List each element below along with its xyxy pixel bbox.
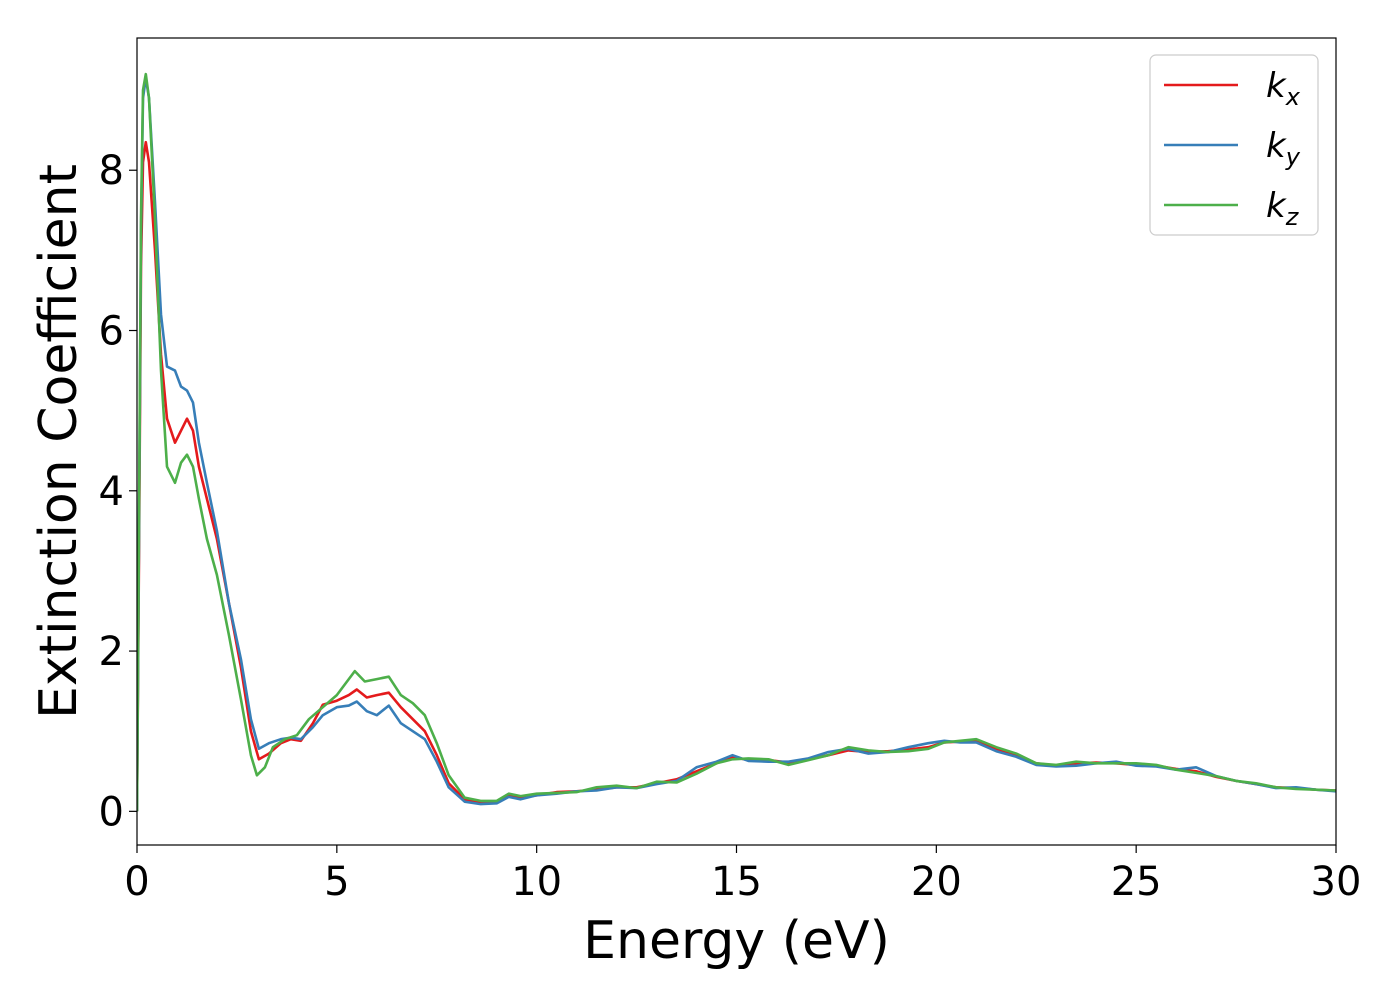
legend-label: kz	[1266, 186, 1300, 231]
series-line-ky	[137, 76, 1336, 812]
x-tick-label: 0	[124, 859, 149, 905]
x-tick-label: 10	[511, 859, 562, 905]
y-axis-ticks: 0 2 4 6 8	[99, 148, 137, 835]
y-tick-label: 0	[99, 789, 124, 835]
legend-item-kz: kz	[1164, 186, 1300, 231]
series-line-kz	[137, 72, 1336, 812]
series-layer	[137, 72, 1336, 812]
x-tick-label: 5	[324, 859, 349, 905]
legend-item-kx: kx	[1164, 66, 1301, 111]
legend-label: ky	[1266, 126, 1301, 171]
y-tick-label: 6	[99, 309, 124, 355]
legend-label: kx	[1266, 66, 1301, 111]
legend: kx ky kz	[1149, 54, 1319, 236]
legend-item-ky: ky	[1164, 126, 1301, 171]
x-tick-label: 20	[911, 859, 962, 905]
x-axis-ticks: 0 5 10 15 20 25 30	[124, 845, 1361, 905]
x-tick-label: 30	[1311, 859, 1362, 905]
x-tick-label: 25	[1111, 859, 1162, 905]
y-tick-label: 2	[99, 629, 124, 675]
x-tick-label: 15	[711, 859, 762, 905]
y-tick-label: 4	[99, 469, 124, 515]
x-axis-title: Energy (eV)	[583, 911, 890, 971]
y-tick-label: 8	[99, 148, 124, 194]
y-axis-title: Extinction Coefficient	[29, 164, 89, 719]
